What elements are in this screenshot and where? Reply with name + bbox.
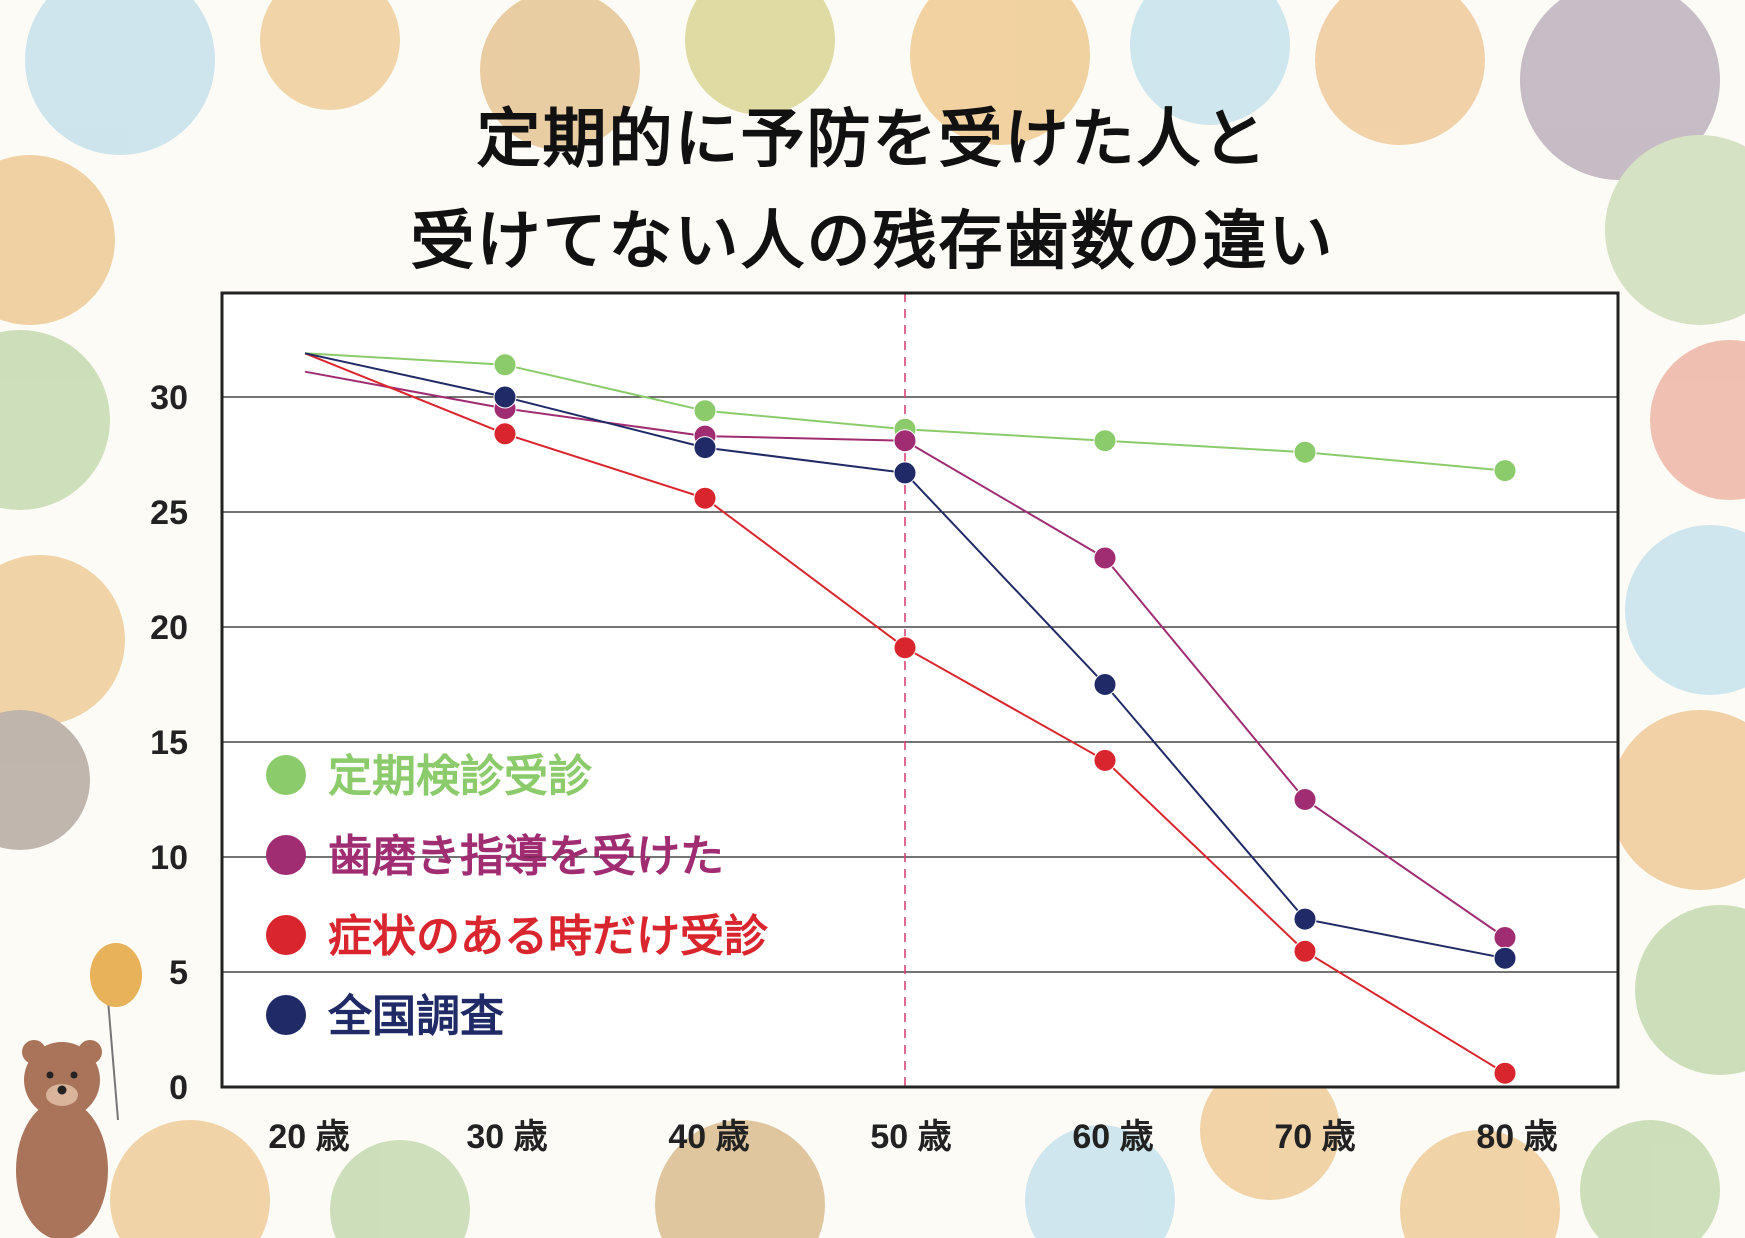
legend-marker (266, 835, 306, 875)
series-point-0 (1293, 440, 1317, 464)
series-point-3 (893, 461, 917, 485)
blob (260, 0, 400, 110)
x-tick-label: 60 歳 (1072, 1118, 1153, 1156)
bear-illustration (16, 943, 142, 1238)
blob (0, 555, 125, 725)
series-point-1 (893, 429, 917, 453)
y-tick-label: 5 (169, 954, 188, 992)
legend-label: 全国調査 (327, 991, 504, 1042)
series-point-2 (693, 486, 717, 510)
series-point-2 (493, 422, 517, 446)
legend-label: 症状のある時だけ受診 (328, 911, 769, 962)
legend-label: 歯磨き指導を受けた (328, 831, 724, 882)
blob (25, 0, 215, 155)
x-tick-label: 80 歳 (1476, 1118, 1557, 1156)
blob (0, 710, 90, 850)
x-tick-label: 70 歳 (1274, 1118, 1355, 1156)
blob (1200, 1060, 1340, 1200)
y-tick-label: 10 (150, 839, 188, 877)
y-tick-label: 15 (150, 724, 188, 762)
series-point-3 (1093, 673, 1117, 696)
blob (480, 0, 640, 150)
legend-label: 定期検診受診 (328, 751, 593, 802)
series-point-0 (1493, 459, 1517, 483)
blob (1610, 710, 1745, 890)
y-tick-label: 20 (150, 609, 188, 647)
series-point-2 (893, 636, 917, 660)
legend-marker (266, 915, 306, 955)
series-point-3 (493, 385, 517, 409)
y-tick-label: 25 (150, 494, 188, 532)
legend-marker (266, 755, 306, 795)
blob (1315, 0, 1485, 145)
blob (685, 0, 835, 115)
blob (910, 0, 1090, 145)
series-point-0 (493, 353, 517, 377)
plot-area (222, 293, 1618, 1087)
y-tick-label: 0 (169, 1069, 188, 1107)
x-tick-label: 40 歳 (668, 1118, 749, 1156)
series-point-2 (1293, 939, 1317, 963)
blob (1650, 340, 1745, 500)
series-point-0 (693, 399, 717, 423)
series-point-3 (1293, 907, 1317, 931)
series-point-1 (1093, 546, 1117, 570)
blob (1400, 1130, 1560, 1238)
chart-title-line-2: 受けてない人の残存歯数の違い (410, 205, 1335, 279)
series-point-3 (1493, 946, 1517, 970)
series-point-0 (1093, 429, 1117, 453)
blob (655, 1120, 825, 1238)
x-tick-label: 20 歳 (268, 1118, 349, 1156)
chart-title-line-1: 定期的に予防を受けた人と (476, 103, 1269, 177)
blob (1025, 1125, 1175, 1238)
series-point-3 (693, 436, 717, 460)
blob (110, 1120, 270, 1238)
x-tick-label: 50 歳 (870, 1118, 951, 1156)
series-point-1 (1293, 788, 1317, 811)
blob (330, 1140, 470, 1238)
blob (1580, 1120, 1720, 1238)
blob (1605, 135, 1745, 325)
blob (1130, 0, 1290, 125)
series-point-2 (1493, 1061, 1517, 1085)
blob (1635, 905, 1745, 1075)
legend-marker (266, 995, 306, 1035)
series-point-1 (1493, 926, 1517, 949)
blob (0, 330, 110, 510)
y-tick-label: 30 (150, 379, 188, 417)
series-point-2 (1093, 748, 1117, 772)
blob (1520, 0, 1720, 180)
blob (0, 155, 115, 325)
x-tick-label: 30 歳 (466, 1118, 547, 1156)
blob (1625, 525, 1745, 695)
plot-frame (220, 291, 1620, 1089)
